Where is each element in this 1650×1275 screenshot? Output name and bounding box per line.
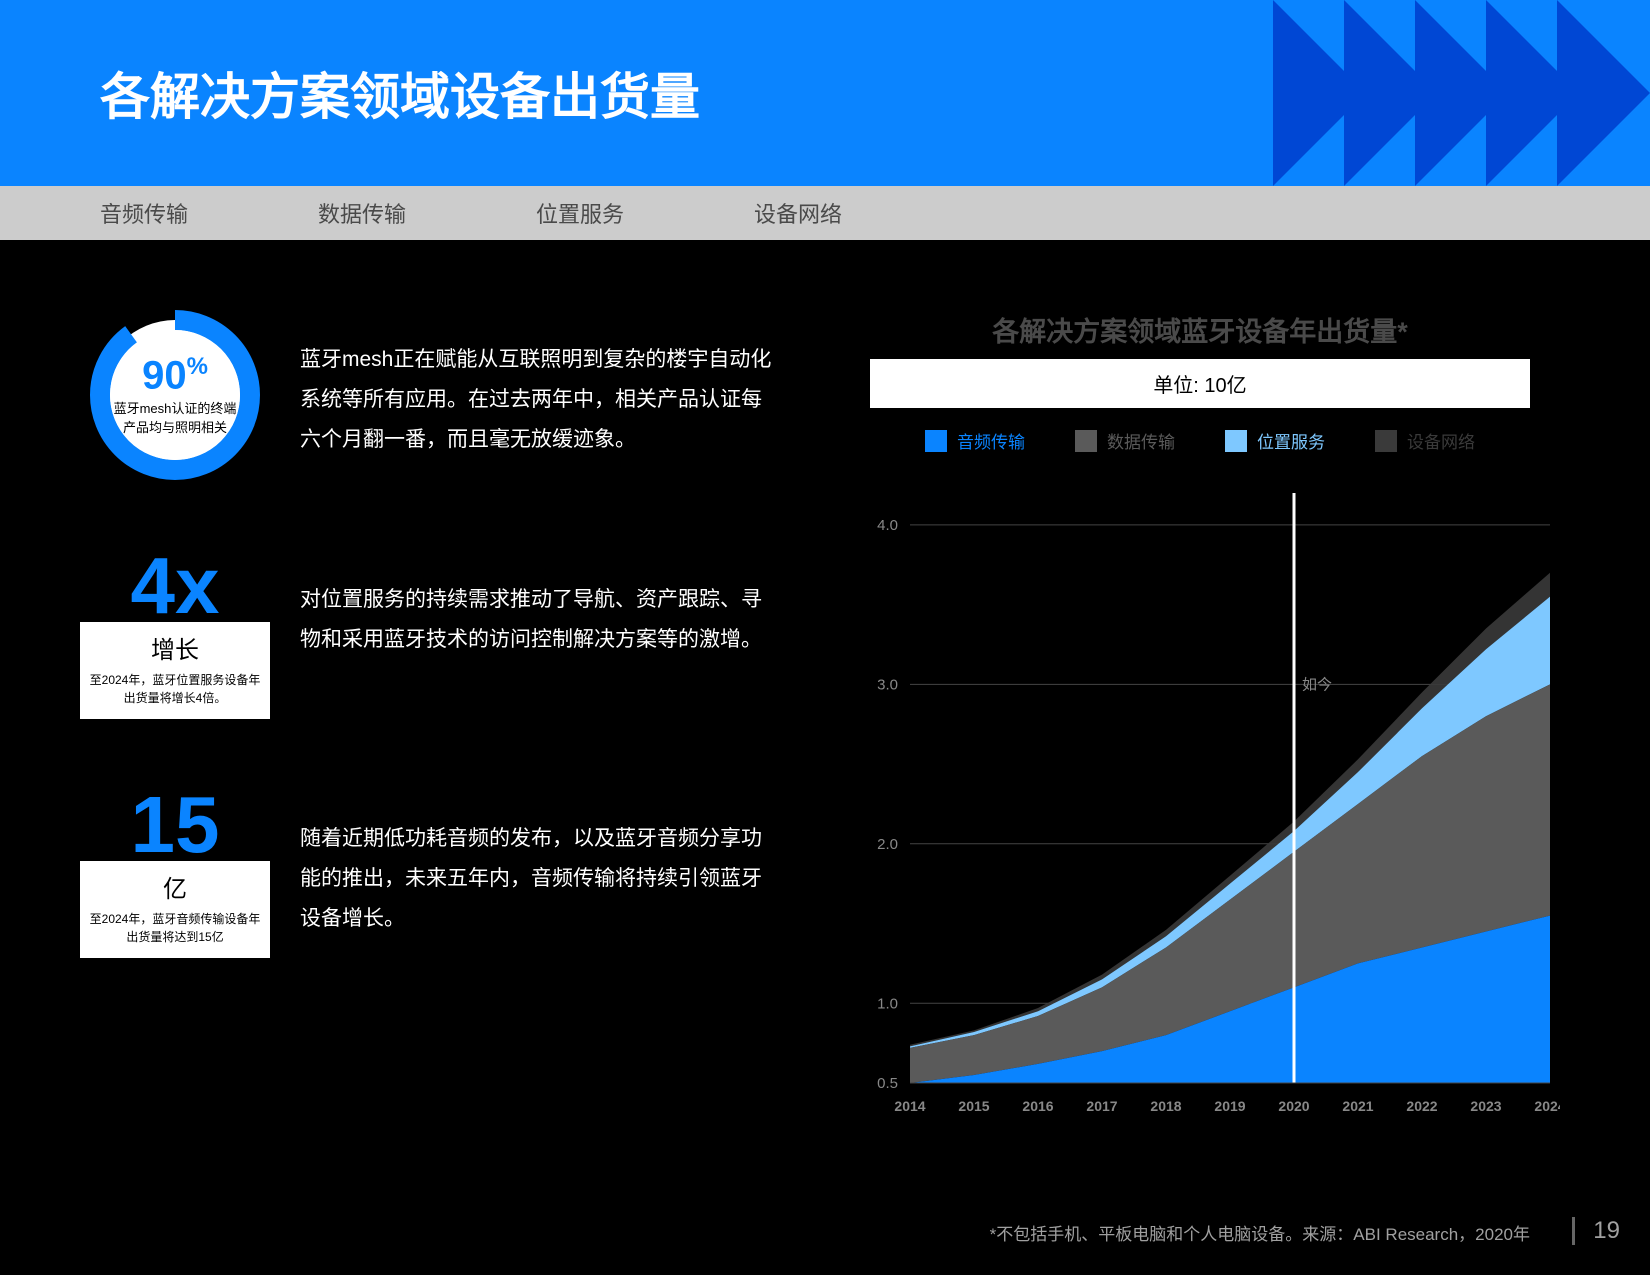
donut-text: 蓝牙mesh正在赋能从互联照明到复杂的楼宇自动化系统等所有应用。在过去两年中，相…	[300, 310, 780, 460]
fifteen-text: 随着近期低功耗音频的发布，以及蓝牙音频分享功能的推出，未来五年内，音频传输将持续…	[300, 789, 780, 939]
stat-row-4x: 4x 增长 至2024年，蓝牙位置服务设备年出货量将增长4倍。 对位置服务的持续…	[80, 550, 780, 719]
chart-legend: 音频传输 数据传输 位置服务 设备网络	[820, 428, 1580, 453]
legend-item: 数据传输	[1075, 428, 1175, 453]
chart-title: 各解决方案领域蓝牙设备年出货量*	[820, 310, 1580, 349]
svg-text:2015: 2015	[958, 1098, 989, 1114]
svg-text:2022: 2022	[1406, 1098, 1437, 1114]
fourx-stat: 4x 增长 至2024年，蓝牙位置服务设备年出货量将增长4倍。	[80, 550, 270, 719]
svg-text:4.0: 4.0	[877, 517, 898, 534]
svg-text:1.0: 1.0	[877, 995, 898, 1012]
fourx-growth-label: 增长	[86, 630, 264, 665]
fourx-small: 至2024年，蓝牙位置服务设备年出货量将增长4倍。	[86, 671, 264, 707]
tab-bar: 音频传输 数据传输 位置服务 设备网络	[0, 186, 1650, 240]
chart-unit: 单位: 10亿	[870, 359, 1530, 408]
right-column: 各解决方案领域蓝牙设备年出货量* 单位: 10亿 音频传输 数据传输 位置服务 设备网…	[820, 310, 1580, 1123]
tab-location[interactable]: 位置服务	[536, 197, 624, 229]
fifteen-box: 亿 至2024年，蓝牙音频传输设备年出货量将达到15亿	[80, 861, 270, 958]
tab-audio[interactable]: 音频传输	[100, 197, 188, 229]
fifteen-stat: 15 亿 至2024年，蓝牙音频传输设备年出货量将达到15亿	[80, 789, 270, 958]
stat-row-15: 15 亿 至2024年，蓝牙音频传输设备年出货量将达到15亿 随着近期低功耗音频…	[80, 789, 780, 958]
svg-text:2.0: 2.0	[877, 836, 898, 853]
fifteen-unit: 亿	[86, 869, 264, 904]
footnote: *不包括手机、平板电脑和个人电脑设备。来源：ABI Research，2020年	[990, 1220, 1530, 1245]
tab-data[interactable]: 数据传输	[318, 197, 406, 229]
page-title: 各解决方案领域设备出货量	[100, 57, 700, 129]
donut-label: 蓝牙mesh认证的终端产品均与照明相关	[110, 400, 240, 436]
stat-row-donut: 90% 蓝牙mesh认证的终端产品均与照明相关 蓝牙mesh正在赋能从互联照明到…	[80, 310, 780, 480]
donut-stat: 90% 蓝牙mesh认证的终端产品均与照明相关	[80, 310, 270, 480]
fifteen-small: 至2024年，蓝牙音频传输设备年出货量将达到15亿	[86, 910, 264, 946]
svg-text:2024: 2024	[1534, 1098, 1560, 1114]
legend-item: 位置服务	[1225, 428, 1325, 453]
svg-text:2021: 2021	[1342, 1098, 1373, 1114]
svg-text:2014: 2014	[894, 1098, 925, 1114]
area-chart: 0.5 1.0 2.0 3.0 4.0 如今 2014 2015 2016 2017 2018 201…	[860, 483, 1560, 1123]
donut-percent: 90%	[110, 353, 240, 398]
svg-text:2023: 2023	[1470, 1098, 1501, 1114]
header: 各解决方案领域设备出货量	[0, 0, 1650, 186]
content: 90% 蓝牙mesh认证的终端产品均与照明相关 蓝牙mesh正在赋能从互联照明到…	[0, 240, 1650, 1123]
fourx-box: 增长 至2024年，蓝牙位置服务设备年出货量将增长4倍。	[80, 622, 270, 719]
left-column: 90% 蓝牙mesh认证的终端产品均与照明相关 蓝牙mesh正在赋能从互联照明到…	[80, 310, 780, 1123]
svg-text:2016: 2016	[1022, 1098, 1053, 1114]
page-number: 19	[1572, 1217, 1620, 1245]
fourx-text: 对位置服务的持续需求推动了导航、资产跟踪、寻物和采用蓝牙技术的访问控制解决方案等…	[300, 550, 780, 660]
svg-text:如今: 如今	[1302, 676, 1332, 693]
svg-text:2018: 2018	[1150, 1098, 1181, 1114]
tab-network[interactable]: 设备网络	[754, 197, 842, 229]
legend-item: 音频传输	[925, 428, 1025, 453]
svg-text:2019: 2019	[1214, 1098, 1245, 1114]
donut-chart: 90% 蓝牙mesh认证的终端产品均与照明相关	[90, 310, 260, 480]
header-triangles	[1295, 0, 1650, 186]
svg-text:2020: 2020	[1278, 1098, 1309, 1114]
svg-text:0.5: 0.5	[877, 1075, 898, 1092]
fourx-number: 4x	[131, 550, 220, 622]
svg-text:2017: 2017	[1086, 1098, 1117, 1114]
legend-item: 设备网络	[1375, 428, 1475, 453]
svg-text:3.0: 3.0	[877, 676, 898, 693]
fifteen-number: 15	[131, 789, 220, 861]
